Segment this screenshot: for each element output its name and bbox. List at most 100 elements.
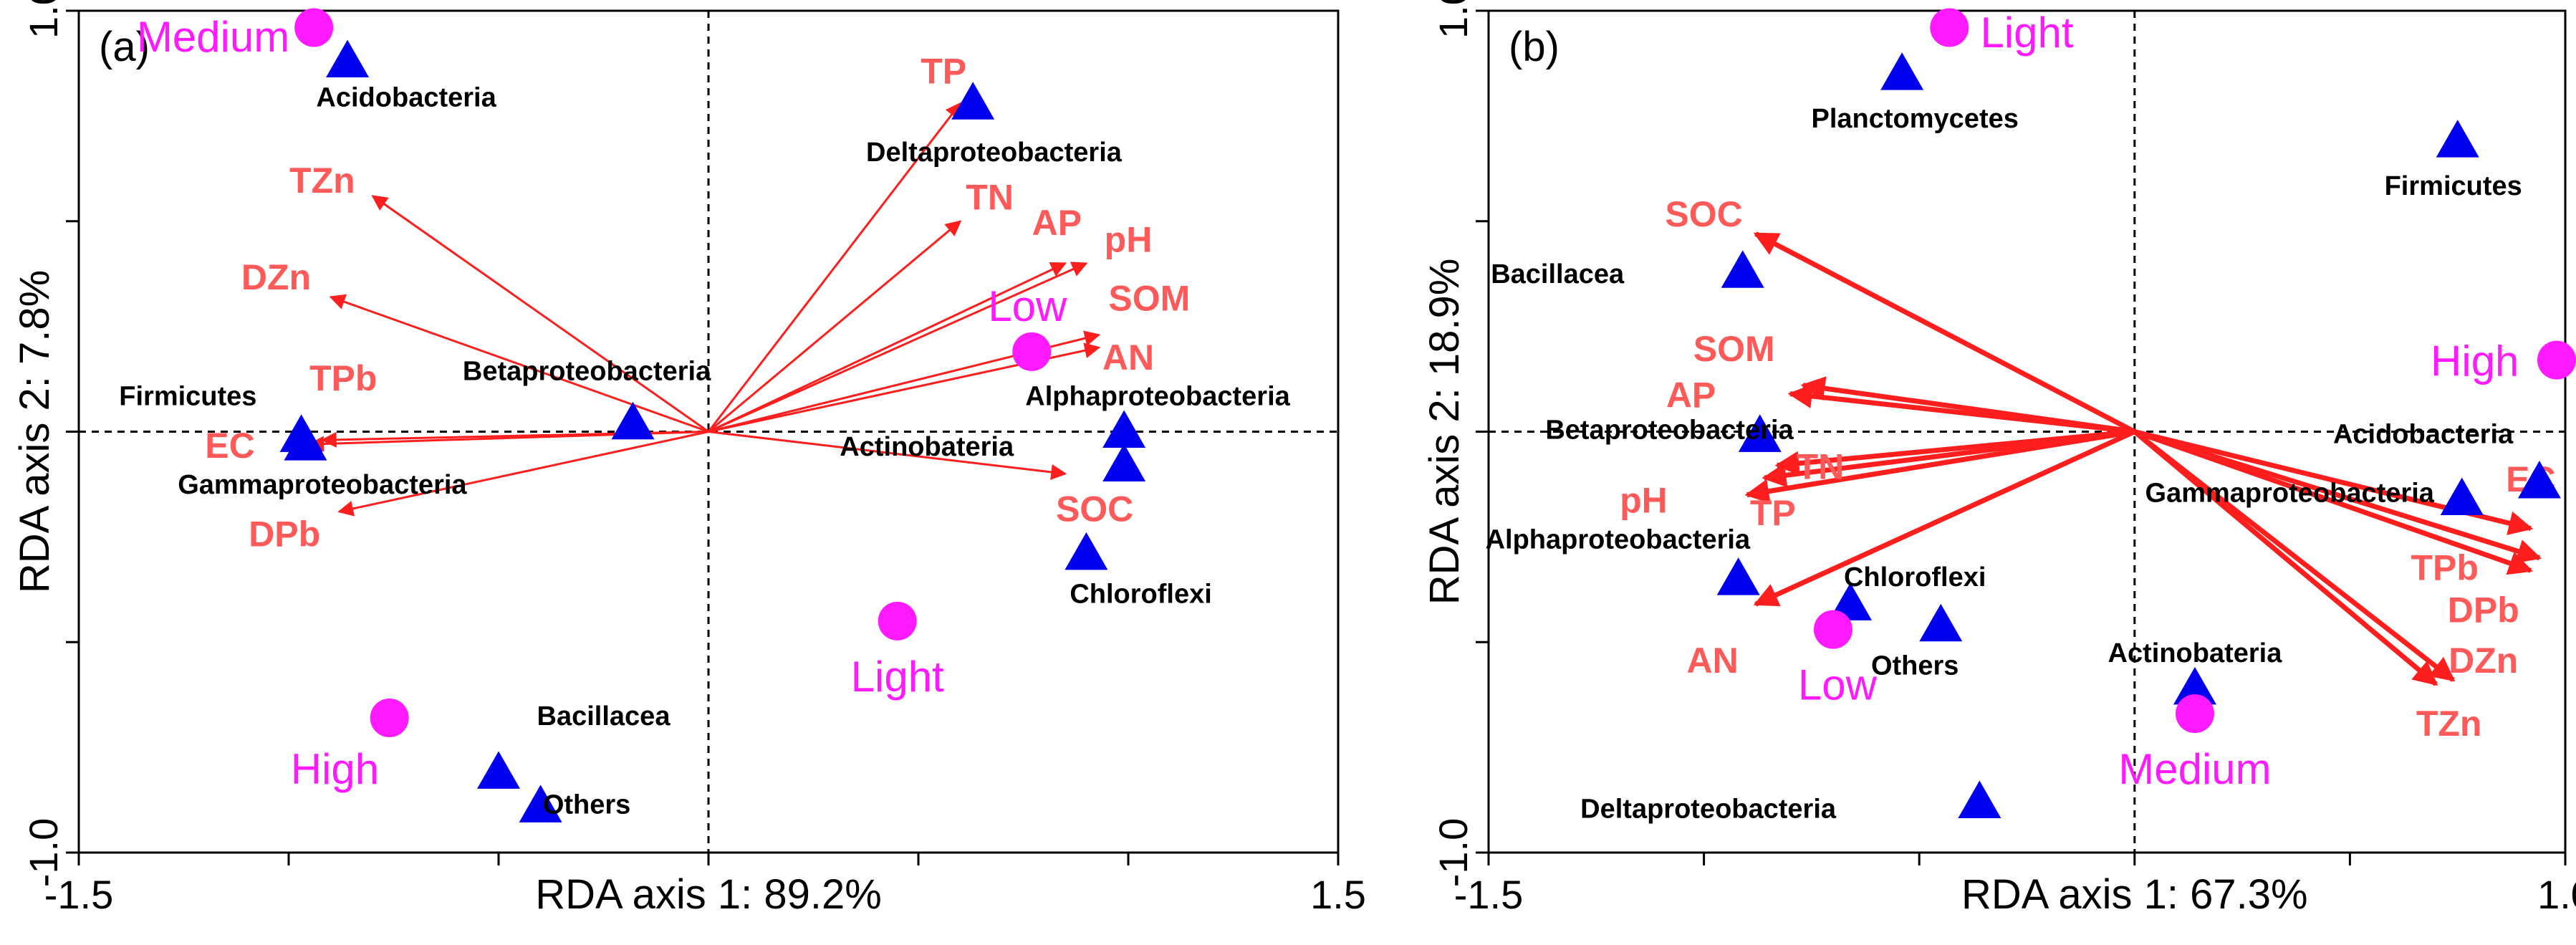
panel-a-site-marker-medium xyxy=(294,8,334,47)
panel-b-y-axis-title: RDA axis 2: 18.9% xyxy=(1421,259,1468,605)
panel-a-x-axis-title: RDA axis 1: 89.2% xyxy=(535,871,882,918)
panel-a-taxon-label-alphaproteobacteria: Alphaproteobacteria xyxy=(1025,382,1290,412)
panel-b-site-label-light: Light xyxy=(1980,9,2073,57)
panel-a-taxon-marker-alphaproteobacteria xyxy=(1102,410,1146,448)
panel-b-env-label-dzn: DZn xyxy=(2448,641,2518,681)
panel-b: -1.5 1.0 1.0 -1.0 RDA axis 1: 67.3% RDA axis … xyxy=(1421,0,2576,918)
panel-a: -1.5 1.5 1.0 -1.0 RDA axis 1: 89.2% RDA axis … xyxy=(11,0,1366,918)
panel-b-arrow-dpb xyxy=(2133,429,2534,575)
panel-a-arrow-soc xyxy=(708,431,1067,480)
panel-b-env-label-soc: SOC xyxy=(1665,194,1742,234)
panel-b-taxon-label-chloroflexi: Chloroflexi xyxy=(1844,562,1986,593)
panel-a-env-label-tn: TN xyxy=(966,178,1014,218)
panel-a-taxon-marker-actinobateria xyxy=(1102,443,1146,481)
panel-a-y-tick-label: -1.0 xyxy=(21,818,66,888)
panel-b-taxon-marker-alphaproteobacteria xyxy=(1716,557,1760,595)
panel-a-taxon-marker-betaproteobacteria xyxy=(611,401,655,440)
panel-a-arrow-ap xyxy=(708,262,1067,433)
panel-a-taxon-label-betaproteobacteria: Betaproteobacteria xyxy=(463,356,711,386)
panel-a-env-label-an: AN xyxy=(1102,337,1154,378)
panel-b-taxon-marker-chloroflexi xyxy=(1829,582,1873,620)
panel-b-taxon-label-bacillacea: Bacillacea xyxy=(1491,259,1625,289)
panel-b-site-label-medium: Medium xyxy=(2118,745,2271,793)
panel-a-arrow-tzn xyxy=(371,195,709,433)
panel-b-y-tick-label: -1.0 xyxy=(1431,818,1476,888)
panel-a-env-label-som: SOM xyxy=(1108,279,1190,319)
panel-a-site-label-low: Low xyxy=(988,282,1067,330)
panel-b-y-tick-label: 1.0 xyxy=(1431,0,1476,39)
panel-b-site-marker-high xyxy=(2537,340,2576,380)
panel-b-env-label-tp: TP xyxy=(1750,493,1796,533)
panel-a-x-tick-label: 1.5 xyxy=(1310,872,1366,917)
panel-a-taxon-marker-bacillacea xyxy=(477,751,520,789)
panel-b-taxon-label-others: Others xyxy=(1871,651,1959,681)
panel-b-taxon-label-acidobacteria: Acidobacteria xyxy=(2333,419,2514,449)
panel-a-taxon-label-acidobacteria: Acidobacteria xyxy=(316,82,496,112)
panel-b-arrow-soc xyxy=(1753,231,2136,434)
panel-a-label: (a) xyxy=(99,24,150,70)
panel-b-taxon-marker-others xyxy=(1919,603,1963,642)
panel-a-env-label-tzn: TZn xyxy=(289,160,355,201)
panel-a-taxon-marker-gammaproteobacteria xyxy=(284,423,327,461)
panel-b-env-label-tn: TN xyxy=(1797,447,1845,487)
panel-b-taxon-label-firmicutes: Firmicutes xyxy=(2385,171,2522,201)
panel-b-taxon-label-actinobateria: Actinobateria xyxy=(2108,638,2283,668)
panel-a-site-marker-high xyxy=(370,699,409,737)
panel-b-site-marker-light xyxy=(1930,8,1969,47)
panel-a-taxon-label-others: Others xyxy=(543,790,630,820)
panel-b-env-label-tpb: TPb xyxy=(2411,548,2478,588)
panel-b-taxon-marker-gammaproteobacteria xyxy=(2440,477,2484,515)
panel-b-x-tick-label: 1.0 xyxy=(2537,872,2576,917)
panel-b-env-label-ph: pH xyxy=(1620,481,1668,521)
panel-b-taxon-label-betaproteobacteria: Betaproteobacteria xyxy=(1545,416,1794,446)
panel-b-taxon-marker-actinobateria xyxy=(2173,666,2216,705)
panel-a-taxon-marker-others xyxy=(519,785,562,822)
panel-b-label: (b) xyxy=(1509,24,1559,70)
panel-a-env-label-ec: EC xyxy=(205,426,254,466)
panel-a-site-label-light: Light xyxy=(851,653,944,701)
panel-b-taxon-marker-betaproteobacteria xyxy=(1738,414,1782,452)
panel-b-taxon-label-deltaproteobacteria: Deltaproteobacteria xyxy=(1580,794,1837,824)
panel-a-y-tick-label: 1.0 xyxy=(21,0,66,39)
panel-a-arrow-ph xyxy=(708,262,1088,433)
panel-a-taxon-label-deltaproteobacteria: Deltaproteobacteria xyxy=(866,138,1123,168)
panel-a-taxon-marker-deltaproteobacteria xyxy=(951,82,995,120)
panel-a-site-label-medium: Medium xyxy=(137,13,289,61)
panel-b-taxon-marker-bacillacea xyxy=(1721,250,1764,288)
panel-b-env-label-an: AN xyxy=(1687,641,1739,681)
panel-b-taxon-label-planctomycetes: Planctomycetes xyxy=(1812,104,2019,134)
panel-a-taxon-label-firmicutes: Firmicutes xyxy=(119,382,256,412)
panel-a-env-label-ph: pH xyxy=(1105,219,1153,259)
panel-b-site-marker-low xyxy=(1813,610,1852,649)
panel-a-site-marker-low xyxy=(1012,332,1052,371)
panel-a-env-label-tpb: TPb xyxy=(309,358,377,398)
panel-b-arrow-tzn xyxy=(2133,429,2438,686)
panel-a-taxon-marker-chloroflexi xyxy=(1064,532,1108,570)
panel-b-taxon-marker-planctomycetes xyxy=(1880,52,1924,90)
panel-b-taxon-marker-acidobacteria xyxy=(2517,461,2561,499)
panel-b-arrow-ph xyxy=(1744,429,2135,504)
panel-a-taxon-label-gammaproteobacteria: Gammaproteobacteria xyxy=(178,470,467,500)
panel-b-taxon-marker-deltaproteobacteria xyxy=(1958,780,2001,818)
panel-b-env-label-tzn: TZn xyxy=(2416,704,2482,744)
panel-b-site-label-high: High xyxy=(2431,337,2519,385)
panel-b-x-tick-label: -1.5 xyxy=(1454,872,1524,917)
panel-a-x-tick-label: -1.5 xyxy=(44,872,114,917)
panel-a-arrow-tp xyxy=(707,102,961,433)
panel-a-taxon-label-chloroflexi: Chloroflexi xyxy=(1070,580,1211,610)
panel-a-taxon-marker-acidobacteria xyxy=(326,39,370,77)
panel-a-arrow-dzn xyxy=(329,294,709,433)
panel-b-taxon-marker-firmicutes xyxy=(2436,120,2479,158)
panel-a-env-label-tp: TP xyxy=(921,51,966,91)
panel-a-env-label-ap: AP xyxy=(1032,203,1082,243)
panel-b-env-label-ap: AP xyxy=(1666,375,1716,416)
panel-b-arrow-ap xyxy=(1787,384,2135,434)
panel-a-env-label-dpb: DPb xyxy=(249,514,320,555)
panel-a-taxon-label-actinobateria: Actinobateria xyxy=(840,432,1014,462)
panel-a-arrow-dpb xyxy=(337,431,709,517)
panel-a-site-marker-light xyxy=(878,601,917,641)
panel-b-site-label-low: Low xyxy=(1798,661,1878,709)
panel-b-taxon-label-alphaproteobacteria: Alphaproteobacteria xyxy=(1486,524,1751,555)
